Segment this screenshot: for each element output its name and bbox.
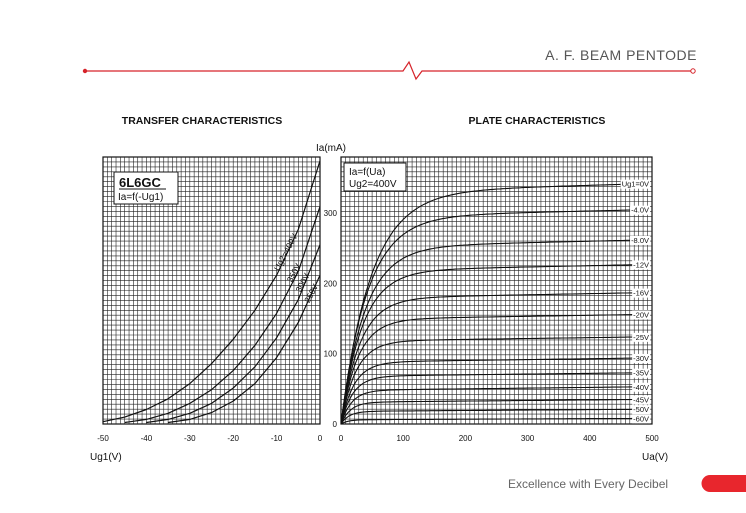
plate-label-bg [630, 235, 650, 245]
header-wave-line [85, 60, 693, 81]
plate-label-bg [632, 405, 650, 415]
plate-series-label: -30V [633, 354, 649, 363]
plate-curve-0 [340, 183, 645, 425]
transfer-x-axis-label: Ug1(V) [90, 452, 122, 463]
header-divider [82, 60, 696, 81]
plate-x-tick-label: 500 [645, 434, 659, 443]
plate-chart-title: PLATE CHARACTERISTICS [469, 115, 606, 127]
plate-curve-labels: Ug1=0V -4.0V -8.0V -12V -16V -20V -25V -30V -35V… [620, 179, 650, 424]
plate-series-label: -50V [633, 405, 649, 414]
plate-curve-1 [340, 209, 645, 425]
plate-label-bg [632, 414, 650, 424]
transfer-x-tick-label: -20 [227, 434, 239, 443]
plate-x-tick-label: 400 [583, 434, 597, 443]
plate-chart-grid [340, 156, 653, 425]
plate-label-bg [632, 260, 650, 270]
plate-curve-11 [340, 408, 645, 425]
plate-x-tick-label: 200 [459, 434, 473, 443]
plate-series-label: -25V [633, 333, 649, 342]
plate-curve-5 [340, 313, 645, 425]
transfer-x-tick-label: -10 [271, 434, 283, 443]
plate-series-label: -8.0V [631, 236, 649, 245]
footer-slogan: Excellence with Every Decibel [508, 477, 668, 491]
transfer-x-ticks: -50 -40 -30 -20 -10 0 [97, 434, 323, 443]
plate-function-label: Ia=f(Ua) [349, 167, 385, 178]
plate-series-label: -12V [633, 261, 649, 270]
page-title: A. F. BEAM PENTODE [545, 47, 697, 63]
plate-series-label: -60V [633, 414, 649, 423]
transfer-x-tick-label: -50 [97, 434, 109, 443]
plate-curve-8 [340, 372, 645, 425]
tube-model-label: 6L6GC [119, 175, 162, 190]
plate-y-tick-label: 200 [324, 279, 338, 288]
plate-label-bg [630, 205, 650, 215]
plate-series-label: Ug1=0V [622, 180, 649, 189]
plate-y-tick-label: 100 [324, 350, 338, 359]
plate-curves [340, 183, 645, 425]
plate-curve-9 [340, 386, 645, 425]
transfer-curves [102, 160, 321, 424]
plate-x-axis-label: Ua(V) [642, 452, 668, 463]
plate-y-axis-label: Ia(mA) [316, 143, 346, 154]
transfer-curve-3 [168, 274, 321, 424]
plate-curve-6 [340, 336, 645, 425]
plate-label-bg [632, 310, 650, 320]
plate-label-bg [632, 353, 650, 363]
plate-curve-7 [340, 357, 645, 425]
plate-y-tick-label: 0 [333, 420, 338, 429]
plate-curve-12 [340, 417, 645, 425]
plate-x-tick-label: 0 [339, 434, 344, 443]
plate-label-bg [632, 288, 650, 298]
plate-x-ticks: 0 100 200 300 400 500 [339, 434, 659, 443]
footer-red-tab [701, 475, 746, 492]
transfer-x-tick-label: 0 [318, 434, 323, 443]
footer-accent-tab [701, 475, 746, 492]
plate-series-label: -4.0V [631, 206, 649, 215]
transfer-curve-2 [146, 244, 321, 424]
plate-series-label: -40V [633, 383, 649, 392]
header-line-dot-left [82, 68, 88, 74]
plate-series-label: -45V [633, 395, 649, 404]
plate-curve-4 [340, 292, 645, 425]
plate-curve-3 [340, 263, 645, 425]
transfer-x-tick-label: -40 [141, 434, 153, 443]
plate-y-ticks: 0 100 200 300 [324, 209, 338, 429]
plate-curve-10 [340, 398, 645, 425]
transfer-chart-title: TRANSFER CHARACTERISTICS [122, 115, 282, 127]
transfer-curve-0 [102, 160, 321, 423]
header-line-dot-right [690, 68, 696, 74]
plate-x-tick-label: 100 [397, 434, 411, 443]
plate-condition-label: Ug2=400V [349, 179, 397, 190]
plate-x-tick-label: 300 [521, 434, 535, 443]
plate-label-bg [632, 368, 650, 378]
transfer-legend-box [113, 171, 179, 205]
plate-label-bg [632, 332, 650, 342]
transfer-curve-1 [124, 206, 321, 424]
plate-label-bg [620, 179, 650, 189]
plate-label-bg [632, 395, 650, 405]
plate-series-label: -35V [633, 369, 649, 378]
plate-y-tick-label: 300 [324, 209, 338, 218]
plate-curve-2 [340, 239, 645, 425]
transfer-x-tick-label: -30 [184, 434, 196, 443]
plate-legend-box [343, 162, 407, 192]
plate-label-bg [632, 382, 650, 392]
plate-series-label: -20V [633, 310, 649, 319]
plate-series-label: -16V [633, 289, 649, 298]
transfer-function-label: Ia=f(-Ug1) [118, 192, 163, 203]
